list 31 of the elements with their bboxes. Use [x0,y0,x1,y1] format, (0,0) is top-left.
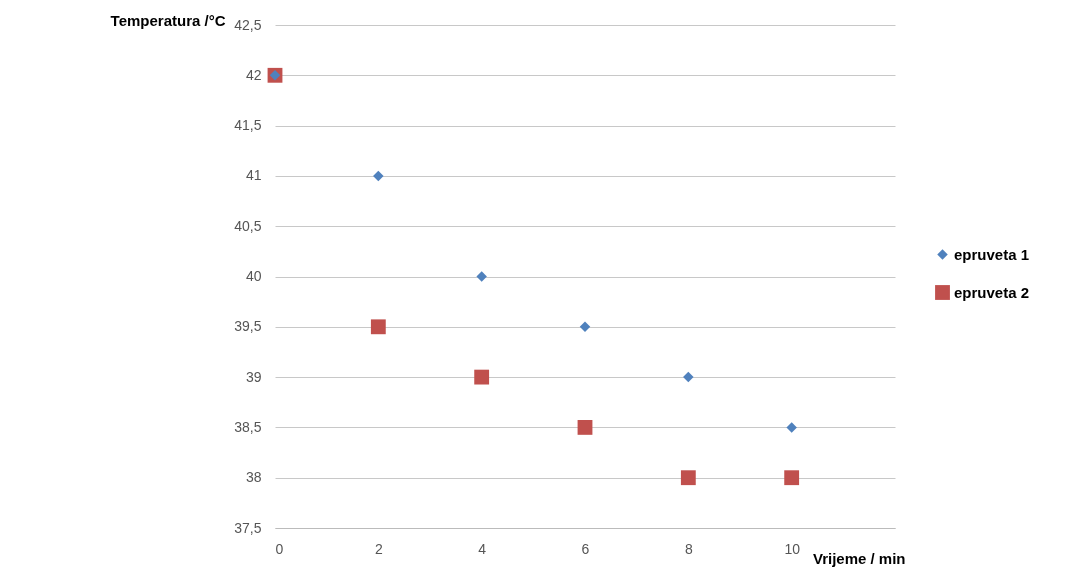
y-tick-label: 40 [245,268,262,284]
y-tick-label: 39 [245,368,262,385]
point [373,170,384,182]
y-tick-label: 42 [245,66,262,83]
x-tick-label: 8 [684,540,693,557]
x-tick-label: 6 [581,540,590,557]
legend-label: epruveta 2 [954,283,1030,301]
point [370,319,386,335]
point [786,422,797,433]
y-tick-label: 42,5 [234,16,262,33]
x-tick-label: 10 [784,540,801,557]
x-axis-title: Vrijeme / min [812,549,906,567]
x-tick-label: 4 [478,540,487,557]
x-tick-label: 2 [374,540,383,557]
point [579,321,591,333]
point [577,419,593,435]
y-tick-label: 37,5 [234,519,262,536]
legend-label: epruveta 1 [954,245,1030,263]
point [474,369,490,385]
y-axis-title: Temperatura /°C [110,11,226,29]
x-tick-label: 0 [275,540,284,557]
point [476,271,487,282]
y-tick-label: 41,5 [234,117,262,134]
y-tick-label: 39,5 [234,318,262,335]
y-tick-label: 41 [245,167,262,184]
y-tick-label: 38 [245,469,262,486]
point [784,470,800,486]
y-tick-label: 38,5 [234,418,262,435]
y-tick-label: 40,5 [234,217,262,234]
point [683,371,694,383]
point [680,470,696,486]
